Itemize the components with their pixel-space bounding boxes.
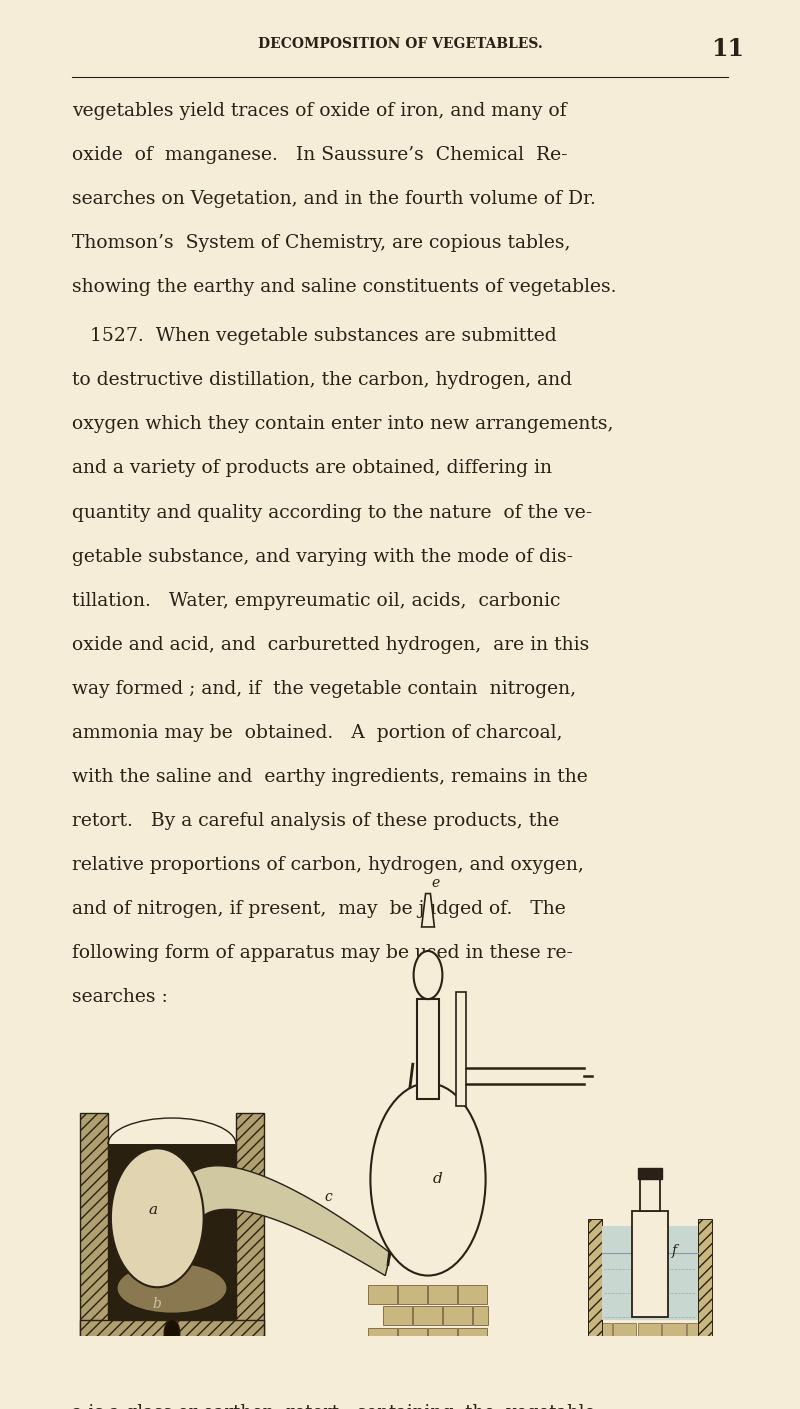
Text: b: b bbox=[153, 1298, 162, 1312]
Text: retort.   By a careful analysis of these products, the: retort. By a careful analysis of these p… bbox=[72, 812, 559, 830]
Bar bbox=[80, 1320, 264, 1347]
Text: with the saline and  earthy ingredients, remains in the: with the saline and earthy ingredients, … bbox=[72, 768, 588, 786]
Text: Thomson’s  System of Chemistry, are copious tables,: Thomson’s System of Chemistry, are copio… bbox=[72, 234, 570, 252]
Bar bbox=[80, 1113, 108, 1347]
Circle shape bbox=[164, 1320, 180, 1347]
Text: following form of apparatus may be used in these re-: following form of apparatus may be used … bbox=[72, 944, 573, 962]
Text: searches on Vegetation, and in the fourth volume of Dr.: searches on Vegetation, and in the fourt… bbox=[72, 190, 596, 207]
Bar bbox=[588, 1219, 602, 1347]
Text: f: f bbox=[671, 1244, 677, 1258]
Text: quantity and quality according to the nature  of the ve-: quantity and quality according to the na… bbox=[72, 503, 592, 521]
Bar bbox=[698, 1219, 712, 1347]
Bar bbox=[640, 1179, 660, 1212]
Bar bbox=[398, 1285, 426, 1303]
Bar bbox=[613, 1323, 636, 1347]
Circle shape bbox=[414, 951, 442, 999]
Text: way formed ; and, if  the vegetable contain  nitrogen,: way formed ; and, if the vegetable conta… bbox=[72, 681, 576, 697]
Bar bbox=[383, 1306, 411, 1324]
Text: to destructive distillation, the carbon, hydrogen, and: to destructive distillation, the carbon,… bbox=[72, 372, 572, 389]
Bar bbox=[413, 1306, 442, 1324]
Bar bbox=[108, 1144, 236, 1320]
Text: 11: 11 bbox=[711, 38, 744, 62]
Bar bbox=[632, 1212, 669, 1317]
Text: searches :: searches : bbox=[72, 988, 168, 1006]
Text: vegetables yield traces of oxide of iron, and many of: vegetables yield traces of oxide of iron… bbox=[72, 101, 566, 120]
Bar bbox=[368, 1327, 397, 1347]
Bar bbox=[687, 1323, 710, 1347]
Text: oxide and acid, and  carburetted hydrogen,  are in this: oxide and acid, and carburetted hydrogen… bbox=[72, 635, 590, 654]
Text: oxygen which they contain enter into new arrangements,: oxygen which they contain enter into new… bbox=[72, 416, 614, 434]
Text: a: a bbox=[149, 1203, 158, 1217]
Bar bbox=[458, 1285, 486, 1303]
Bar bbox=[638, 1168, 662, 1179]
Text: getable substance, and varying with the mode of dis-: getable substance, and varying with the … bbox=[72, 548, 573, 565]
Text: d: d bbox=[433, 1172, 442, 1186]
Bar bbox=[456, 992, 466, 1106]
Text: 1527.  When vegetable substances are submitted: 1527. When vegetable substances are subm… bbox=[72, 327, 557, 345]
Bar bbox=[417, 999, 439, 1099]
Circle shape bbox=[370, 1084, 486, 1275]
Text: ammonia may be  obtained.   A  portion of charcoal,: ammonia may be obtained. A portion of ch… bbox=[72, 724, 562, 743]
Bar bbox=[368, 1285, 397, 1303]
Polygon shape bbox=[422, 893, 434, 927]
Text: and a variety of products are obtained, differing in: and a variety of products are obtained, … bbox=[72, 459, 552, 478]
Bar bbox=[690, 1350, 716, 1371]
Bar bbox=[663, 1350, 689, 1371]
Text: showing the earthy and saline constituents of vegetables.: showing the earthy and saline constituen… bbox=[72, 278, 617, 296]
Bar bbox=[602, 1226, 698, 1320]
Bar bbox=[588, 1323, 611, 1347]
Bar bbox=[636, 1350, 662, 1371]
Ellipse shape bbox=[118, 1264, 226, 1313]
Bar bbox=[443, 1306, 471, 1324]
Bar bbox=[458, 1327, 486, 1347]
Text: and of nitrogen, if present,  may  be judged of.   The: and of nitrogen, if present, may be judg… bbox=[72, 900, 566, 919]
Text: c: c bbox=[324, 1189, 332, 1203]
Bar bbox=[428, 1327, 457, 1347]
Bar bbox=[638, 1323, 661, 1347]
Text: oxide  of  manganese.   In Saussure’s  Chemical  Re-: oxide of manganese. In Saussure’s Chemic… bbox=[72, 145, 568, 163]
Text: a is a glass or earthen  retort,  containing  the  vegetable: a is a glass or earthen retort, containi… bbox=[72, 1403, 595, 1409]
Bar bbox=[582, 1350, 607, 1371]
Bar bbox=[609, 1350, 634, 1371]
Bar bbox=[236, 1113, 264, 1347]
Text: relative proportions of carbon, hydrogen, and oxygen,: relative proportions of carbon, hydrogen… bbox=[72, 857, 584, 874]
Bar bbox=[473, 1306, 488, 1324]
Polygon shape bbox=[188, 1165, 390, 1275]
Ellipse shape bbox=[111, 1148, 204, 1288]
Text: e: e bbox=[432, 876, 440, 890]
Text: DECOMPOSITION OF VEGETABLES.: DECOMPOSITION OF VEGETABLES. bbox=[258, 38, 542, 51]
Bar bbox=[662, 1323, 686, 1347]
Bar bbox=[428, 1285, 457, 1303]
Text: tillation.   Water, empyreumatic oil, acids,  carbonic: tillation. Water, empyreumatic oil, acid… bbox=[72, 592, 560, 610]
Bar bbox=[398, 1327, 426, 1347]
